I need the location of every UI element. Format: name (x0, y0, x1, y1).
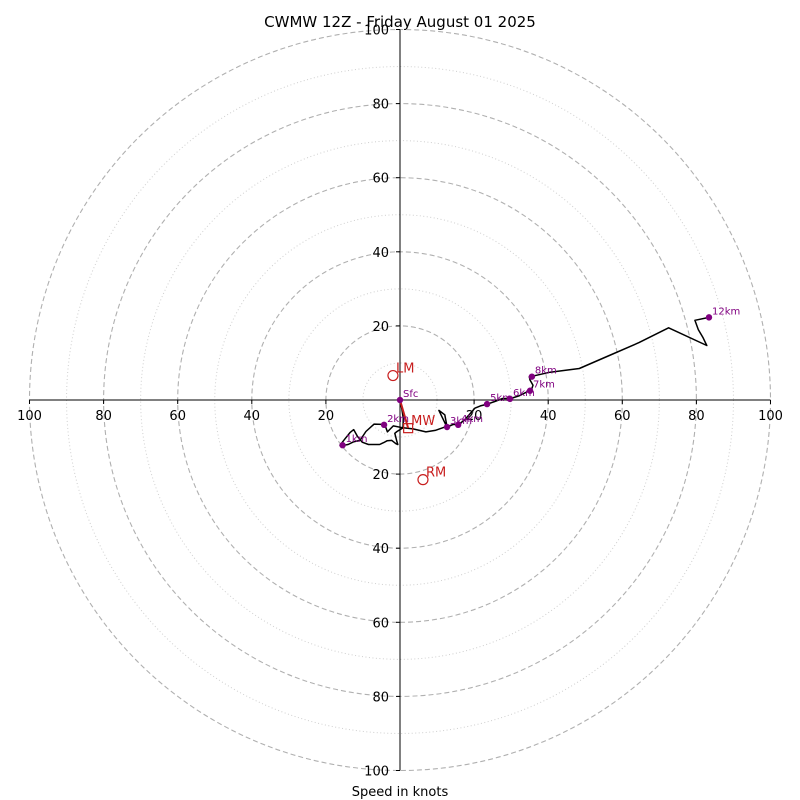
height-marker-4km (454, 421, 462, 429)
height-marker-1km (339, 442, 346, 449)
height-label-Sfc: Sfc (403, 389, 418, 400)
height-label-12km: 12km (712, 306, 740, 317)
storm-motion-MW-marker (403, 423, 414, 434)
x-axis-label: Speed in knots (352, 785, 449, 800)
storm-motion-markers: LM RM MW (387, 362, 446, 486)
storm-motion-MW-label: MW (411, 414, 435, 429)
y-tick-label: 40 (372, 246, 389, 261)
storm-motion-LM-label: LM (396, 362, 414, 377)
y-tick-label: 100 (364, 765, 389, 780)
height-marker-8km (528, 373, 536, 380)
y-tick-label: 20 (372, 468, 389, 483)
y-tick-label: 60 (372, 172, 389, 187)
height-label-1km: 1km (346, 434, 368, 445)
height-label-8km: 8km (535, 366, 557, 377)
height-label-6km: 6km (513, 388, 535, 399)
x-tick-label: 80 (688, 409, 705, 424)
x-tick-label: 40 (244, 409, 261, 424)
storm-motion-RM-marker (417, 474, 429, 486)
height-marker-6km (506, 395, 514, 403)
height-label-7km: 7km (533, 380, 555, 391)
x-tick-label: 40 (540, 409, 557, 424)
height-marker-5km (483, 400, 491, 408)
height-label-3km: 3km (450, 416, 472, 427)
x-tick-label: 80 (95, 409, 112, 424)
hodograph-trace (339, 316, 710, 446)
height-marker-7km (526, 387, 534, 394)
height-marker-2km (380, 421, 388, 429)
height-marker-Sfc (396, 396, 404, 404)
x-tick-label: 20 (318, 409, 335, 424)
y-tick-label: 40 (372, 542, 389, 557)
y-tick-label: 20 (372, 320, 389, 335)
x-tick-label: 60 (614, 409, 631, 424)
y-tick-label: 100 (364, 24, 389, 39)
chart-title: CWMW 12Z - Friday August 01 2025 (264, 13, 536, 31)
height-label-2km: 2km (387, 414, 409, 425)
y-tick-label: 80 (372, 690, 389, 705)
x-tick-label: 100 (758, 409, 783, 424)
height-label-4km: 4km (461, 414, 483, 425)
y-tick-label: 80 (372, 98, 389, 113)
x-tick-label: 60 (169, 409, 186, 424)
storm-motion-LM-marker (387, 369, 399, 382)
height-label-5km: 5km (490, 393, 512, 404)
storm-motion-RM-label: RM (426, 466, 446, 481)
x-tick-label: 100 (17, 409, 42, 424)
height-marker-3km (443, 423, 451, 431)
y-tick-label: 60 (372, 616, 389, 631)
wind-profile-line (339, 316, 710, 446)
height-marker-12km (705, 314, 713, 321)
tick-labels: 100 80 60 40 20 20 40 60 80 100204060801002040608… (17, 24, 783, 780)
